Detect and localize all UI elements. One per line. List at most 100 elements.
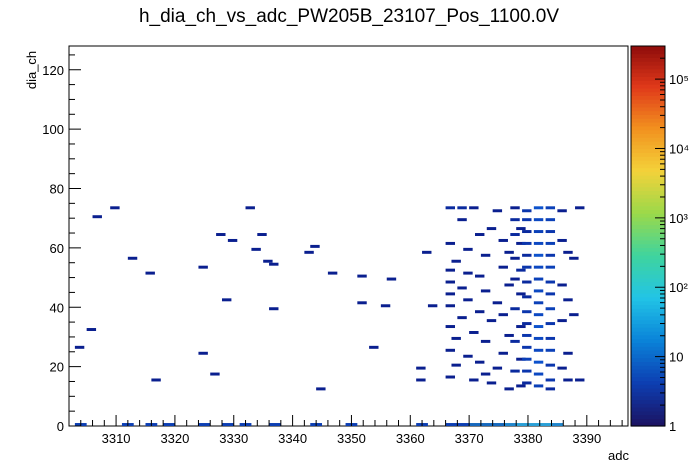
heatmap-bin <box>533 336 544 340</box>
heatmap-bin <box>451 363 461 367</box>
heatmap-bin <box>210 372 220 376</box>
colorbar-segment <box>631 399 665 404</box>
heatmap-bin <box>198 351 208 355</box>
heatmap-bin <box>563 250 573 254</box>
colorbar-segment <box>631 418 665 423</box>
colorbar-segment <box>631 220 665 226</box>
colorbar-segment <box>631 312 665 317</box>
x-tick-label: 3390 <box>572 431 601 446</box>
heatmap-bin <box>480 289 491 293</box>
heatmap-bin <box>316 387 326 391</box>
y-tick-label: 120 <box>42 63 64 78</box>
heatmap-bin <box>151 378 161 382</box>
colorbar-segment <box>631 144 665 150</box>
colorbar-segment <box>631 232 665 237</box>
colorbar-segment <box>631 274 665 279</box>
heatmap-bin <box>257 233 267 236</box>
heatmap-bin <box>522 345 532 349</box>
heatmap-bin <box>516 357 526 361</box>
heatmap-bin <box>533 230 544 234</box>
colorbar-segment <box>631 331 665 336</box>
heatmap-bin-bottom <box>469 423 481 426</box>
colorbar-segment <box>631 209 665 214</box>
heatmap-bin <box>516 268 526 272</box>
colorbar-segment <box>631 61 665 66</box>
colorbar-segment <box>631 403 665 408</box>
heatmap-bin <box>445 348 456 352</box>
heatmap-bin <box>575 206 585 210</box>
heatmap-bin <box>445 292 456 296</box>
heatmap-bin <box>369 345 379 349</box>
colorbar-segment <box>631 186 665 191</box>
heatmap-bin <box>516 241 526 245</box>
heatmap-bin <box>510 206 520 210</box>
colorbar-segment <box>631 213 665 218</box>
colorbar-segment <box>631 103 665 108</box>
heatmap-bin <box>533 384 544 388</box>
colorbar-segment <box>631 376 665 381</box>
heatmap-bin <box>563 351 573 355</box>
heatmap-bin <box>545 230 556 234</box>
heatmap-bin <box>522 209 532 213</box>
heatmap-bin <box>510 307 520 311</box>
heatmap-bin-bottom <box>221 423 234 426</box>
colorbar-segment <box>631 308 665 313</box>
colorbar-segment <box>631 118 665 123</box>
heatmap-bin <box>533 241 544 245</box>
heatmap-bin <box>92 215 102 219</box>
heatmap-bin-bottom <box>516 423 528 426</box>
heatmap-bin <box>416 378 426 382</box>
heatmap-bin <box>451 336 461 340</box>
colorbar-segment <box>631 266 665 271</box>
heatmap-bin <box>445 280 456 284</box>
heatmap-bin <box>451 259 461 263</box>
colorbar-segment <box>631 422 665 427</box>
heatmap-bin <box>533 277 544 281</box>
colorbar-segment <box>631 353 665 359</box>
colorbar-segment <box>631 380 665 385</box>
heatmap-bin <box>386 277 397 281</box>
colorbar-segment <box>631 407 665 412</box>
x-axis: 3310 3320 3330 3340 3350 3360 3370 3380 3390 <box>68 415 623 446</box>
heatmap-bin <box>522 381 532 385</box>
heatmap-bin <box>533 301 544 305</box>
heatmap-bin <box>251 247 261 251</box>
heatmap-bin <box>545 280 556 284</box>
colorbar-segment <box>631 281 665 286</box>
heatmap-bin <box>480 372 491 376</box>
heatmap-bin <box>486 381 497 385</box>
colorbar-tick-label: 10⁴ <box>669 141 689 156</box>
heatmap-bin <box>569 256 579 260</box>
heatmap-bin-bottom <box>492 423 505 426</box>
heatmap-bin <box>522 333 532 337</box>
heatmap-bin-bottom <box>539 423 552 426</box>
y-axis: 0 20 40 60 80 100 120 <box>42 54 81 434</box>
colorbar-tick-label: 1 <box>669 419 676 434</box>
x-tick-label: 3330 <box>219 431 248 446</box>
heatmap-bin <box>510 277 520 281</box>
colorbar-segment <box>631 327 665 332</box>
heatmap-bin <box>86 328 97 331</box>
heatmap-bin <box>445 304 456 308</box>
colorbar-segment <box>631 80 665 85</box>
heatmap-bin <box>475 360 485 364</box>
heatmap-bin <box>463 271 473 275</box>
colorbar-segment <box>631 350 665 355</box>
colorbar-segment <box>631 198 665 203</box>
heatmap-bin <box>545 322 556 326</box>
heatmap-bin <box>533 360 544 364</box>
heatmap-bin-bottom <box>504 423 517 426</box>
colorbar-segment <box>631 65 665 70</box>
colorbar-segment <box>631 53 665 58</box>
colorbar-segment <box>631 346 665 351</box>
heatmap-bin <box>498 238 508 242</box>
heatmap-bin <box>545 307 556 311</box>
heatmap-bin <box>457 218 467 222</box>
colorbar-segment <box>631 46 665 51</box>
heatmap-bin <box>545 363 556 367</box>
heatmap-bin <box>498 313 508 317</box>
colorbar-segment <box>631 99 665 104</box>
heatmap-bin <box>422 250 432 254</box>
heatmap-bin-bottom <box>269 423 281 426</box>
heatmap-bin <box>516 292 526 296</box>
